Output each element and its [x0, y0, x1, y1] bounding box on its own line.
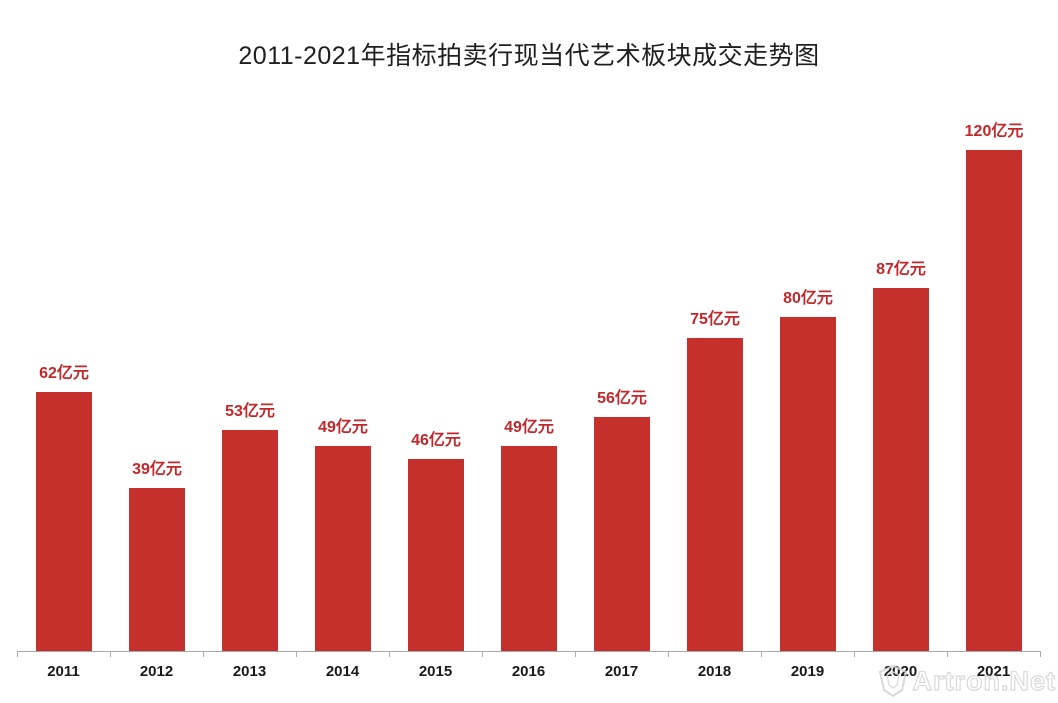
x-axis-label-2019: 2019: [790, 663, 825, 680]
x-axis-label-2011: 2011: [47, 663, 80, 680]
x-axis-label-2016: 2016: [511, 663, 546, 680]
x-axis-tick: [482, 651, 483, 657]
bar-value-label: 46亿元: [411, 432, 461, 449]
bar-value-label: 62亿元: [39, 365, 89, 382]
bar-value-label: 49亿元: [504, 419, 554, 436]
x-axis-tick: [203, 651, 204, 657]
bar-2011: [36, 392, 92, 651]
bar-value-label: 75亿元: [690, 311, 740, 328]
x-axis-label-2020: 2020: [883, 663, 918, 680]
bar-value-label: 39亿元: [132, 461, 182, 478]
x-axis-tick: [1040, 651, 1041, 657]
x-axis-tick: [761, 651, 762, 657]
bar-value-label: 56亿元: [597, 390, 647, 407]
x-axis-line: [17, 651, 1040, 652]
bar-2018: [687, 338, 743, 651]
x-axis-tick: [296, 651, 297, 657]
bar-2021: [966, 150, 1022, 651]
x-axis-tick: [575, 651, 576, 657]
bar-2017: [594, 417, 650, 651]
bar-2016: [501, 446, 557, 651]
x-axis-label-2015: 2015: [418, 663, 453, 680]
x-axis-tick: [389, 651, 390, 657]
x-axis-tick: [854, 651, 855, 657]
x-axis-label-2017: 2017: [604, 663, 639, 680]
x-axis-label-2021: 2021: [976, 663, 1011, 680]
x-axis-label-2018: 2018: [697, 663, 732, 680]
x-axis-tick: [947, 651, 948, 657]
bar-2015: [408, 459, 464, 651]
x-axis-label-2013: 2013: [232, 663, 267, 680]
bar-value-label: 80亿元: [783, 290, 833, 307]
bar-2019: [780, 317, 836, 651]
bar-2012: [129, 488, 185, 651]
x-axis-tick: [17, 651, 18, 657]
bar-2013: [222, 430, 278, 651]
bar-value-label: 87亿元: [876, 261, 926, 278]
bar-2014: [315, 446, 371, 651]
bar-value-label: 120亿元: [964, 123, 1024, 140]
bar-2020: [873, 288, 929, 651]
x-axis-tick: [668, 651, 669, 657]
x-axis-tick: [110, 651, 111, 657]
chart-title: 2011-2021年指标拍卖行现当代艺术板块成交走势图: [238, 42, 820, 70]
bar-value-label: 49亿元: [318, 419, 368, 436]
x-axis-label-2014: 2014: [325, 663, 360, 680]
x-axis-label-2012: 2012: [139, 663, 174, 680]
bar-value-label: 53亿元: [225, 403, 275, 420]
